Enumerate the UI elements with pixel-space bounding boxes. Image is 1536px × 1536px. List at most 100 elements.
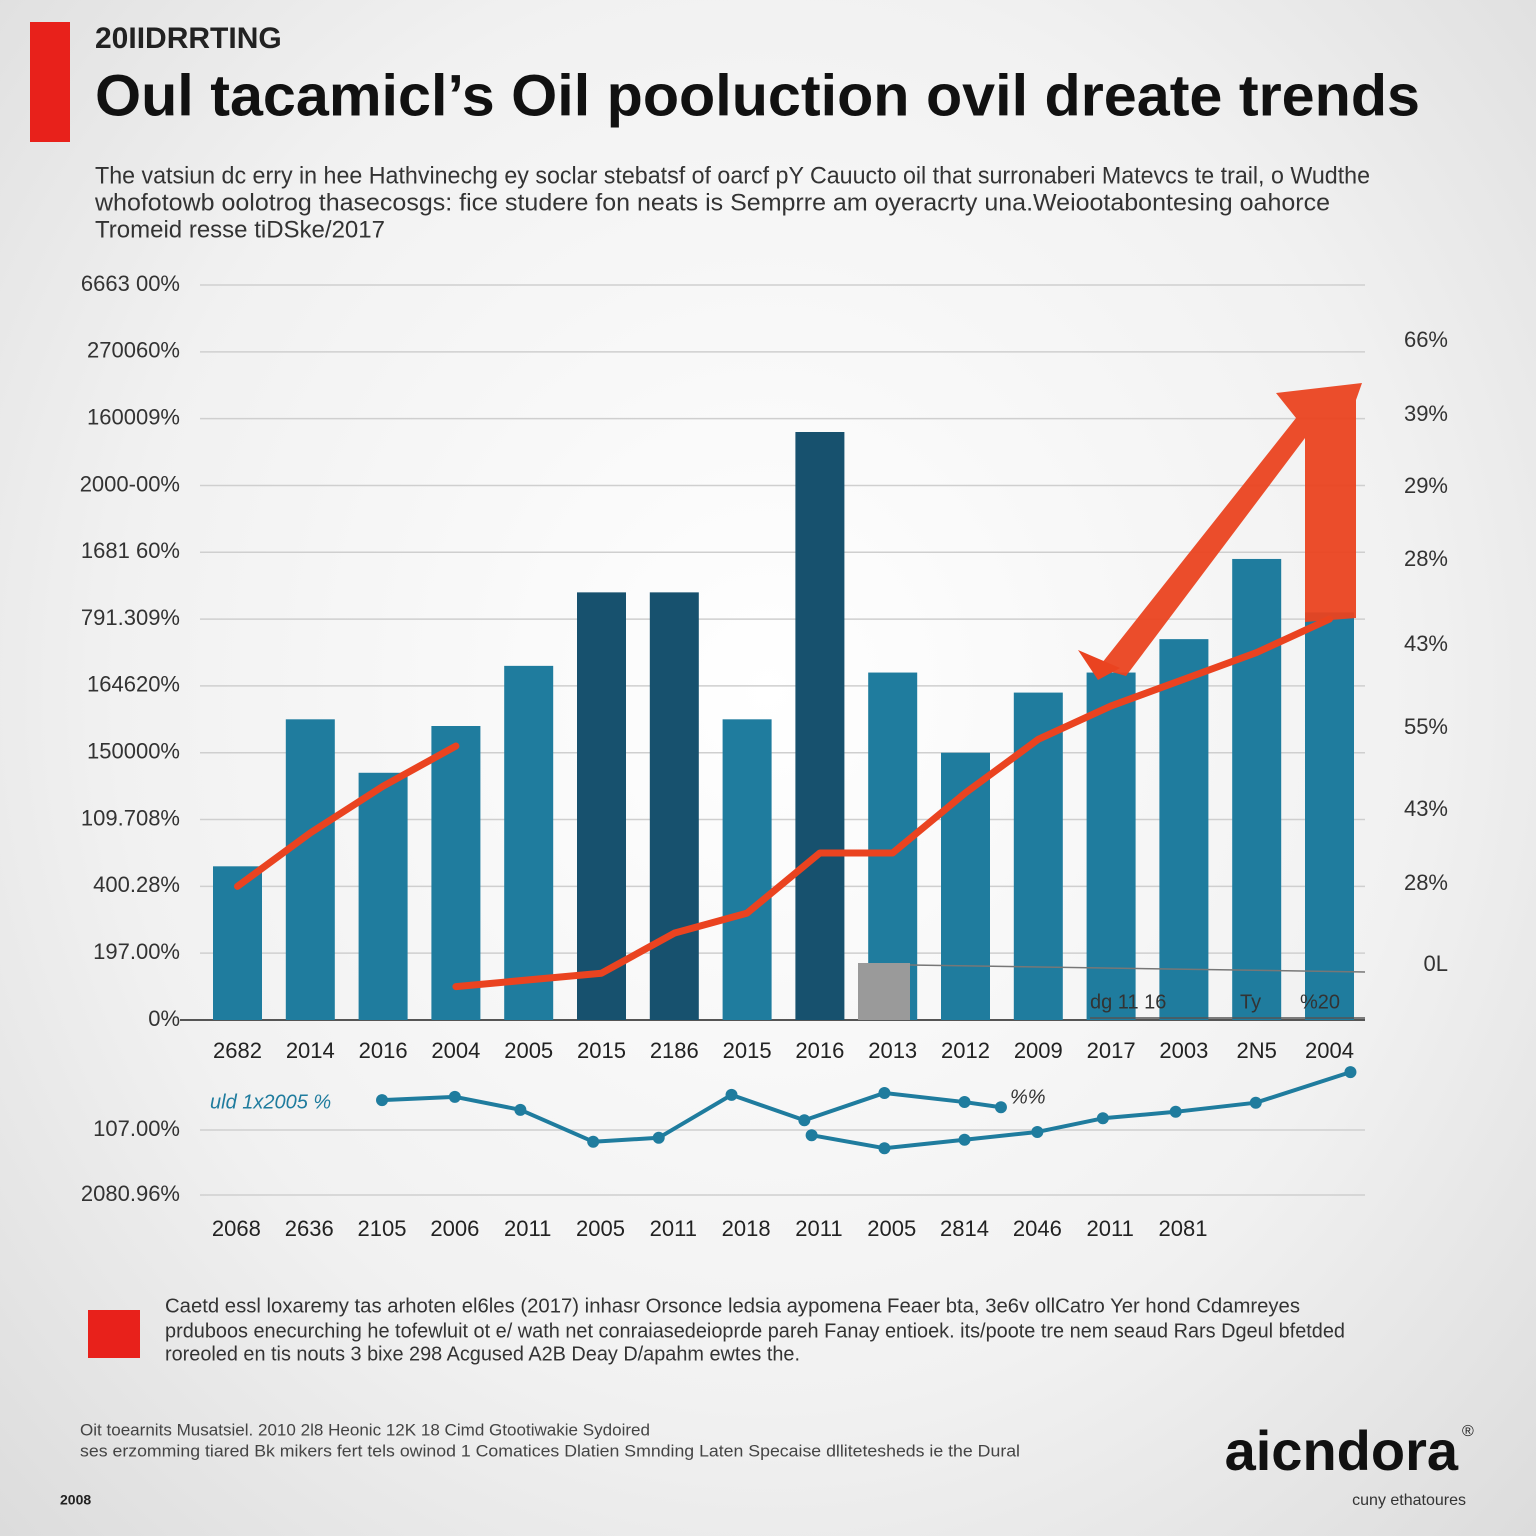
right-label: 55% bbox=[1404, 714, 1448, 739]
bar bbox=[431, 726, 481, 1020]
x-tick-label: 2005 bbox=[504, 1038, 553, 1063]
arrow-tail bbox=[1078, 650, 1120, 680]
annotation: %% bbox=[1010, 1086, 1046, 1108]
footnote: roreoled en tis nouts 3 bixe 298 Acgused… bbox=[165, 1343, 800, 1365]
source: Oit toearnits Musatsiel. 2010 2l8 Heonic… bbox=[80, 1420, 650, 1439]
right-label: 29% bbox=[1404, 473, 1448, 498]
point bbox=[514, 1103, 527, 1116]
annotation: %20 bbox=[1300, 991, 1340, 1013]
x-tick-label: 2105 bbox=[358, 1216, 407, 1241]
point bbox=[587, 1135, 600, 1148]
lower-chart: 2080.96% 107.00% 2068 2636 2105 2006 2011 2005 2… bbox=[81, 1066, 1365, 1241]
y-tick-label: 2080.96% bbox=[81, 1181, 180, 1206]
right-label: 28% bbox=[1404, 870, 1448, 895]
brand-mark: ® bbox=[1462, 1423, 1474, 1440]
kicker: 20IIDRRTING bbox=[95, 22, 282, 55]
y-tick-label: 109.708% bbox=[81, 805, 180, 830]
y-tick-label: 107.00% bbox=[93, 1116, 180, 1141]
annotation: Ty bbox=[1240, 991, 1261, 1013]
x-tick-label: 2011 bbox=[504, 1216, 551, 1241]
y-tick-label: 164620% bbox=[87, 672, 180, 697]
brand: aicndora bbox=[1225, 1419, 1459, 1482]
bar bbox=[1232, 558, 1282, 1020]
trend-line bbox=[452, 615, 1333, 991]
x-tick-label: 2009 bbox=[1014, 1038, 1063, 1063]
bar bbox=[868, 672, 918, 1020]
trend-arrow bbox=[1098, 383, 1362, 676]
bar bbox=[358, 772, 408, 1020]
x-tick-label: 2186 bbox=[650, 1038, 699, 1063]
subtitle: The vatsiun dc erry in hee Hathvinechg e… bbox=[95, 162, 1370, 189]
trend-line bbox=[381, 1090, 1002, 1144]
decor-line bbox=[909, 964, 1366, 973]
x-tick-label: 2682 bbox=[213, 1038, 262, 1063]
x-tick-label: 2004 bbox=[1305, 1038, 1354, 1063]
bar bbox=[1159, 639, 1209, 1020]
point bbox=[798, 1114, 811, 1127]
x-tick-label: 2011 bbox=[650, 1216, 697, 1241]
y-tick-label: 270060% bbox=[87, 338, 180, 363]
x-tick-label: 2N5 bbox=[1237, 1038, 1277, 1063]
x-tick-label: 2814 bbox=[940, 1216, 989, 1241]
y-tick-label: 197.00% bbox=[93, 939, 180, 964]
x-tick-label: 2011 bbox=[795, 1216, 842, 1241]
x-tick-label: 2016 bbox=[795, 1038, 844, 1063]
bar bbox=[285, 719, 335, 1020]
gray-block bbox=[858, 963, 910, 1020]
right-label: 0L bbox=[1424, 951, 1448, 976]
footnote: prduboos enecurching he tofewluit ot e/ … bbox=[165, 1320, 1345, 1342]
subtitle: Tromeid resse tiDSke/2017 bbox=[95, 216, 385, 243]
right-label: 66% bbox=[1404, 327, 1448, 352]
chart-title: Oul tacamicl’s Oil pooluction ovil dreat… bbox=[95, 63, 1420, 128]
x-tick-label: 2017 bbox=[1087, 1038, 1136, 1063]
x-tick-label: 2003 bbox=[1159, 1038, 1208, 1063]
y-tick-label: 0% bbox=[148, 1006, 180, 1031]
x-tick-label: 2012 bbox=[941, 1038, 990, 1063]
point bbox=[994, 1101, 1007, 1114]
y-tick-label: 1681 60% bbox=[81, 538, 180, 563]
right-label: 43% bbox=[1404, 796, 1448, 821]
trend-line bbox=[811, 1070, 1352, 1151]
y-tick-label: 2000-00% bbox=[80, 471, 180, 496]
annotation: uld 1x2005 % bbox=[210, 1091, 331, 1113]
x-tick-label: 2636 bbox=[285, 1216, 334, 1241]
x-tick-label: 2006 bbox=[430, 1216, 479, 1241]
bar bbox=[722, 719, 772, 1020]
x-tick-label: 2015 bbox=[723, 1038, 772, 1063]
x-tick-label: 2046 bbox=[1013, 1216, 1062, 1241]
x-tick-label: 2015 bbox=[577, 1038, 626, 1063]
annotation: dg 11 16 bbox=[1090, 991, 1166, 1013]
point bbox=[958, 1133, 971, 1146]
bar bbox=[795, 432, 845, 1020]
point bbox=[878, 1086, 891, 1099]
bar bbox=[649, 592, 699, 1020]
point bbox=[805, 1129, 818, 1142]
x-tick-label: 2018 bbox=[722, 1216, 771, 1241]
trend-line bbox=[234, 742, 460, 890]
x-tick-label: 2014 bbox=[286, 1038, 335, 1063]
point bbox=[725, 1088, 738, 1101]
accent-bar bbox=[30, 22, 70, 142]
x-tick-label: 2068 bbox=[212, 1216, 261, 1241]
source: ses erzomming tiared Bk mikers fert tels… bbox=[80, 1441, 1020, 1460]
y-tick-label: 791.309% bbox=[81, 605, 180, 630]
right-label: 39% bbox=[1404, 401, 1448, 426]
main-chart: 0% 197.00% 400.28% 109.708% 150000% 164620% 79… bbox=[80, 271, 1448, 1063]
bar bbox=[1305, 612, 1354, 1020]
x-tick-label: 2005 bbox=[576, 1216, 625, 1241]
point bbox=[1344, 1066, 1357, 1079]
y-tick-label: 160009% bbox=[87, 404, 180, 429]
point bbox=[1031, 1125, 1044, 1138]
note-marker bbox=[88, 1310, 140, 1358]
point bbox=[376, 1094, 389, 1107]
x-tick-label: 2081 bbox=[1158, 1216, 1207, 1241]
x-tick-label: 2004 bbox=[431, 1038, 480, 1063]
x-tick-label: 2005 bbox=[867, 1216, 916, 1241]
bar bbox=[1086, 672, 1136, 1020]
footer-year: 2008 bbox=[60, 1492, 91, 1508]
point bbox=[1249, 1096, 1262, 1109]
point bbox=[652, 1131, 665, 1144]
y-tick-label: 150000% bbox=[87, 739, 180, 764]
